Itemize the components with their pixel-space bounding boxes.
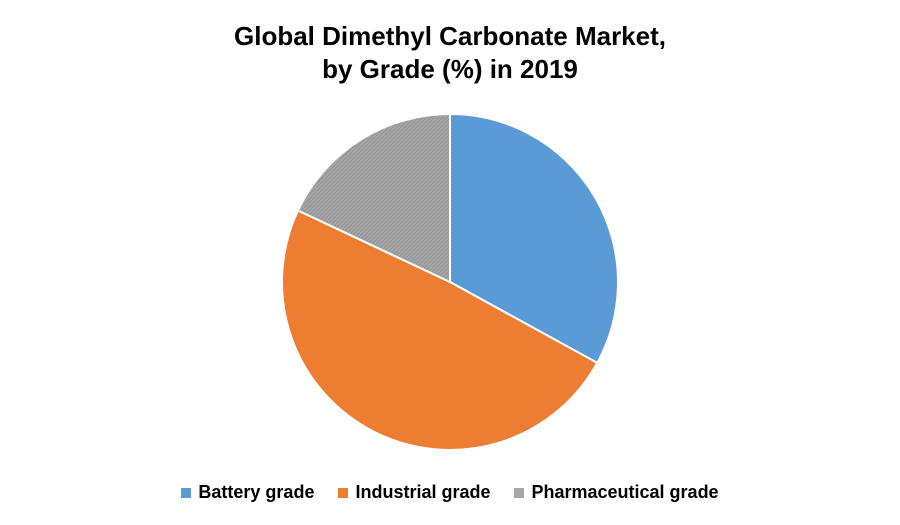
legend-label-industrial-grade: Industrial grade [355,482,491,502]
legend-swatch-battery-grade [181,487,192,498]
legend-label-battery-grade: Battery grade [198,482,315,502]
legend-swatch-pharmaceutical-grade [514,487,525,498]
chart-title: Global Dimethyl Carbonate Market, by Gra… [0,20,900,86]
pie-slice-pharmaceutical-grade[interactable] [296,112,451,284]
legend: Battery grade Industrial grade Pharmaceu… [0,482,900,503]
pie-slice-industrial-grade[interactable] [281,209,599,451]
legend-swatch-industrial-grade [338,487,349,498]
pie-slice-battery-grade[interactable] [449,112,619,365]
chart-title-line1: Global Dimethyl Carbonate Market, [234,21,666,51]
legend-item-industrial-grade[interactable]: Industrial grade [338,482,490,503]
pie-slices [281,112,619,451]
chart-title-line2: by Grade (%) in 2019 [322,54,578,84]
legend-label-pharmaceutical-grade: Pharmaceutical grade [531,482,719,502]
legend-item-battery-grade[interactable]: Battery grade [181,482,314,503]
legend-item-pharmaceutical-grade[interactable]: Pharmaceutical grade [514,482,719,503]
